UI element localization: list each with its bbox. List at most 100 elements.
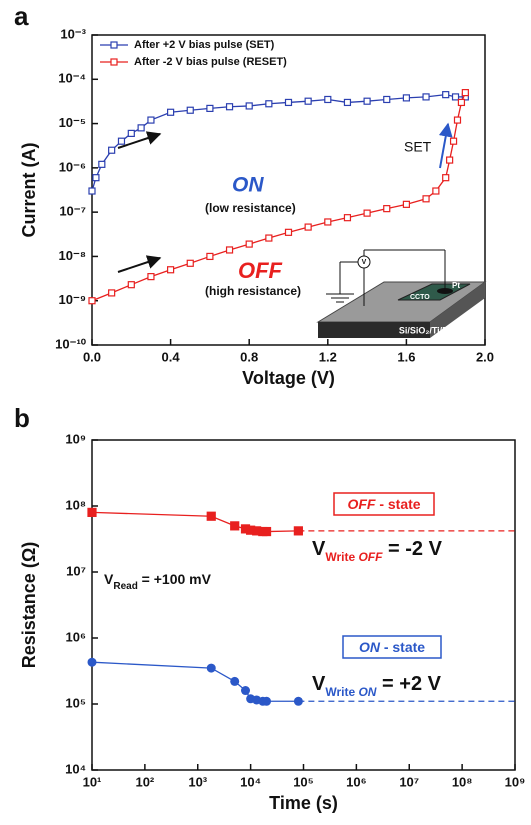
y-tick-label: 10⁻⁵ [59, 115, 86, 130]
point [343, 98, 352, 107]
point [457, 98, 466, 107]
panel-label: a [14, 1, 29, 31]
inset-label: Pt [452, 281, 460, 290]
point [422, 195, 430, 203]
y-tick-label: 10⁹ [65, 431, 86, 446]
point [262, 696, 272, 706]
y-tick-label: 10⁻³ [60, 26, 86, 41]
annotation-part: = +2 V [376, 673, 441, 695]
annotation-part: Write [325, 685, 358, 699]
annotation: SET [404, 139, 432, 155]
y-tick-label: 10⁸ [65, 497, 86, 512]
inset-label: Si/SiO₂/Ti/Pt [399, 325, 451, 335]
series-line [91, 661, 299, 702]
point [324, 95, 332, 104]
point [147, 116, 155, 124]
point [98, 160, 106, 168]
point [304, 97, 312, 105]
point [225, 246, 234, 254]
point [87, 507, 97, 517]
x-tick-label: 0.8 [240, 349, 258, 364]
annotation-part: ON [358, 685, 376, 699]
point [137, 124, 145, 132]
annotation: OFF [238, 258, 283, 283]
point [402, 94, 410, 102]
annotation-part: V [104, 571, 114, 587]
arrow [117, 255, 162, 273]
point [284, 98, 293, 107]
annotation-part: Write [325, 550, 358, 564]
point [167, 108, 175, 116]
point [304, 223, 312, 231]
point [446, 156, 454, 164]
annotation-part: OFF [358, 550, 383, 564]
annotation: VRead = +100 mV [104, 571, 212, 592]
x-axis-label: Voltage (V) [242, 368, 335, 388]
point [432, 187, 440, 195]
point [261, 526, 272, 537]
point [461, 89, 469, 97]
state-box [333, 492, 435, 516]
point [324, 218, 332, 226]
point [127, 281, 135, 289]
point [422, 93, 430, 101]
annotation-part: OFF [347, 496, 375, 512]
point [293, 696, 303, 706]
annotation: ON - state [359, 639, 425, 655]
annotation: VWrite OFF = -2 V [312, 538, 443, 564]
point [363, 209, 371, 217]
x-tick-label: 10⁵ [293, 774, 314, 789]
inset-label: V [362, 259, 367, 266]
x-tick-label: 10⁸ [452, 774, 473, 789]
point [343, 214, 352, 222]
y-tick-label: 10⁻⁹ [59, 292, 87, 307]
inset: V Pt CCTO Si/SiO₂/Ti/Pt [316, 249, 487, 338]
point [265, 100, 273, 108]
plots: 0.0 0.4 0.8 1.2 1.6 2.0 10⁻¹⁰ 10⁻⁹ 10⁻⁸ 10⁻⁷ 10⁻⁶ 1… [19, 26, 526, 812]
y-tick-label: 10⁻⁸ [59, 248, 86, 263]
annotation: VWrite ON = +2 V [312, 673, 442, 699]
y-tick-label: 10⁶ [66, 629, 86, 644]
point [92, 174, 100, 182]
point [293, 526, 303, 536]
annotation-part: = +100 mV [138, 571, 212, 587]
x-tick-label: 10² [135, 774, 154, 789]
point [245, 102, 253, 110]
y-tick-label: 10⁴ [65, 761, 86, 776]
x-tick-label: 10¹ [83, 774, 102, 789]
point [383, 205, 391, 213]
annotation-part: ON [359, 639, 381, 655]
point [88, 297, 96, 305]
point [245, 240, 253, 248]
point [230, 521, 240, 531]
annotation: (high resistance) [205, 284, 301, 298]
annotation-part: - state [380, 639, 425, 655]
point [87, 657, 97, 667]
point [108, 289, 116, 297]
point [108, 146, 116, 154]
y-axis-label: Current (A) [19, 143, 39, 238]
point [230, 676, 240, 686]
point [88, 187, 96, 195]
legend-label: After -2 V bias pulse (RESET) [134, 56, 287, 68]
inset-label: CCTO [410, 294, 430, 301]
point [284, 228, 293, 236]
x-tick-label: 1.2 [319, 349, 337, 364]
annotation-part: = -2 V [382, 538, 442, 560]
point [442, 174, 450, 182]
panel-label: b [14, 403, 30, 433]
point [442, 91, 450, 99]
annotation-part: V [312, 673, 326, 695]
arrow [438, 122, 453, 169]
point [206, 252, 214, 261]
x-tick-label: 1.6 [397, 349, 415, 364]
x-tick-label: 0.0 [83, 349, 101, 364]
point [241, 686, 251, 696]
legend-label: After +2 V bias pulse (SET) [134, 39, 275, 51]
point [402, 200, 410, 208]
y-axis-label: Resistance (Ω) [19, 542, 39, 668]
point [451, 93, 460, 101]
y-tick-label: 10⁻⁴ [58, 71, 86, 86]
legend-marker [110, 41, 118, 49]
point [206, 663, 216, 673]
